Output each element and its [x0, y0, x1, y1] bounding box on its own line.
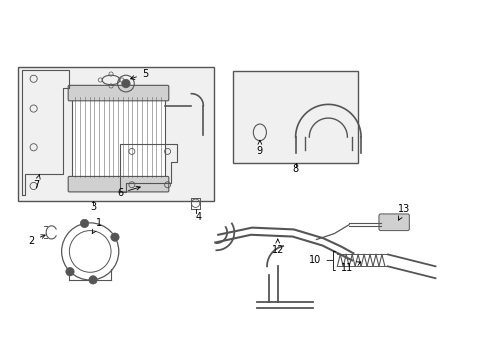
Circle shape	[80, 219, 89, 228]
Text: 9: 9	[257, 140, 263, 157]
Text: 8: 8	[293, 164, 299, 174]
FancyBboxPatch shape	[68, 85, 169, 101]
Text: 13: 13	[398, 203, 411, 220]
Text: 3: 3	[90, 202, 96, 212]
Text: 4: 4	[196, 212, 201, 222]
Bar	[233, 71, 358, 163]
Text: 5: 5	[131, 69, 148, 80]
Text: 1: 1	[92, 218, 102, 234]
Text: 11: 11	[341, 262, 361, 273]
Circle shape	[89, 276, 97, 284]
Text: 2: 2	[29, 235, 45, 246]
Bar	[73, 96, 165, 177]
Text: 6: 6	[117, 186, 140, 198]
Bar	[18, 67, 214, 201]
Circle shape	[66, 267, 74, 276]
Text: 10: 10	[309, 251, 335, 270]
FancyBboxPatch shape	[68, 176, 169, 192]
Circle shape	[111, 233, 119, 241]
Text: 7: 7	[33, 174, 40, 190]
Circle shape	[122, 80, 130, 88]
Text: 12: 12	[271, 239, 284, 255]
FancyBboxPatch shape	[379, 214, 409, 231]
